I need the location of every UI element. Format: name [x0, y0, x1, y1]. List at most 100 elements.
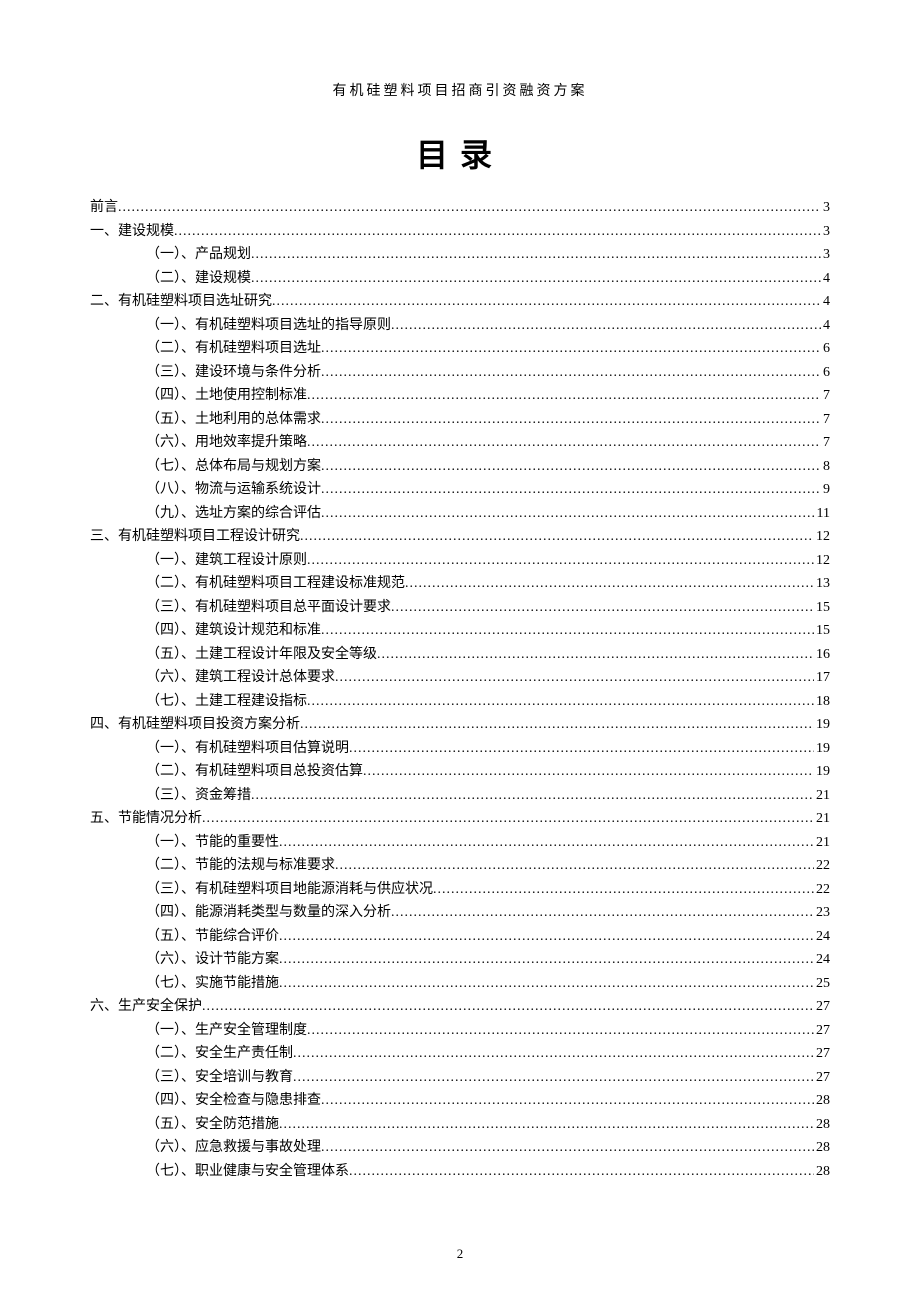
toc-entry-page: 6: [821, 342, 830, 356]
toc-leader-dots: [251, 248, 821, 262]
toc-leader-dots: [335, 671, 814, 685]
toc-entry-page: 4: [821, 272, 830, 286]
toc-entry-label: （六）、设计节能方案: [146, 953, 279, 967]
toc-entry-label: （三）、资金筹措: [146, 789, 251, 803]
toc-leader-dots: [202, 812, 814, 826]
toc-entry-label: （一）、节能的重要性: [146, 836, 279, 850]
toc-leader-dots: [307, 1024, 814, 1038]
toc-entry: （四）、土地使用控制标准7: [90, 389, 830, 403]
toc-container: 前言3一、建设规模3（一）、产品规划3（二）、建设规模4二、有机硅塑料项目选址研…: [90, 201, 830, 1179]
toc-leader-dots: [321, 342, 821, 356]
toc-entry: （七）、实施节能措施25: [90, 977, 830, 991]
toc-entry-page: 24: [814, 953, 830, 967]
toc-entry-page: 21: [814, 836, 830, 850]
toc-entry-label: （七）、土建工程建设指标: [146, 695, 307, 709]
toc-entry: （五）、节能综合评价24: [90, 930, 830, 944]
toc-entry: （七）、职业健康与安全管理体系28: [90, 1165, 830, 1179]
toc-entry: 前言3: [90, 201, 830, 215]
toc-entry-label: （九）、选址方案的综合评估: [146, 507, 321, 521]
toc-entry-label: 六、生产安全保护: [90, 1000, 202, 1014]
toc-entry: （一）、建筑工程设计原则12: [90, 554, 830, 568]
toc-entry-page: 27: [814, 1000, 830, 1014]
toc-entry-page: 6: [821, 366, 830, 380]
toc-entry: （六）、用地效率提升策略7: [90, 436, 830, 450]
toc-leader-dots: [307, 436, 821, 450]
page-header: 有机硅塑料项目招商引资融资方案: [90, 80, 830, 100]
toc-entry-page: 3: [821, 201, 830, 215]
toc-leader-dots: [405, 577, 814, 591]
toc-entry: （五）、安全防范措施28: [90, 1118, 830, 1132]
toc-entry-label: （三）、有机硅塑料项目地能源消耗与供应状况: [146, 883, 433, 897]
toc-entry: （六）、建筑工程设计总体要求17: [90, 671, 830, 685]
toc-entry: （一）、有机硅塑料项目估算说明19: [90, 742, 830, 756]
toc-entry: （六）、设计节能方案 24: [90, 953, 830, 967]
toc-leader-dots: [321, 413, 821, 427]
toc-entry-label: （二）、建设规模: [146, 272, 251, 286]
toc-entry: 三、有机硅塑料项目工程设计研究12: [90, 530, 830, 544]
toc-entry: （四）、能源消耗类型与数量的深入分析23: [90, 906, 830, 920]
toc-entry-label: （五）、土建工程设计年限及安全等级: [146, 648, 377, 662]
toc-entry: （五）、土建工程设计年限及安全等级16: [90, 648, 830, 662]
toc-entry-page: 4: [821, 295, 830, 309]
toc-entry-label: （二）、有机硅塑料项目选址: [146, 342, 321, 356]
toc-leader-dots: [202, 1000, 814, 1014]
toc-entry: 六、生产安全保护 27: [90, 1000, 830, 1014]
toc-entry-page: 22: [814, 859, 830, 873]
toc-entry-label: （一）、建筑工程设计原则: [146, 554, 307, 568]
toc-leader-dots: [391, 319, 821, 333]
toc-entry-page: 3: [821, 225, 830, 239]
toc-leader-dots: [349, 1165, 814, 1179]
toc-leader-dots: [321, 1094, 814, 1108]
toc-entry-page: 11: [815, 507, 830, 521]
toc-entry-page: 28: [814, 1118, 830, 1132]
toc-entry-page: 18: [814, 695, 830, 709]
toc-entry: （二）、有机硅塑料项目选址 6: [90, 342, 830, 356]
toc-entry-page: 13: [814, 577, 830, 591]
toc-entry: （四）、安全检查与隐患排查 28: [90, 1094, 830, 1108]
toc-entry: （六）、应急救援与事故处理 28: [90, 1141, 830, 1155]
toc-entry: （一）、节能的重要性 21: [90, 836, 830, 850]
toc-entry-label: （五）、土地利用的总体需求: [146, 413, 321, 427]
toc-entry-label: （六）、建筑工程设计总体要求: [146, 671, 335, 685]
toc-entry: （三）、有机硅塑料项目地能源消耗与供应状况 22: [90, 883, 830, 897]
toc-entry: （三）、建设环境与条件分析 6: [90, 366, 830, 380]
toc-entry-page: 21: [814, 789, 830, 803]
toc-entry: （五）、土地利用的总体需求7: [90, 413, 830, 427]
toc-entry-label: （一）、有机硅塑料项目选址的指导原则: [146, 319, 391, 333]
toc-leader-dots: [293, 1047, 814, 1061]
toc-entry: （二）、建设规模 4: [90, 272, 830, 286]
toc-entry-label: （六）、应急救援与事故处理: [146, 1141, 321, 1155]
toc-entry: 四、有机硅塑料项目投资方案分析19: [90, 718, 830, 732]
toc-entry: （四）、建筑设计规范和标准15: [90, 624, 830, 638]
toc-entry-page: 27: [814, 1071, 830, 1085]
toc-entry-page: 9: [821, 483, 830, 497]
toc-entry: （二）、安全生产责任制27: [90, 1047, 830, 1061]
toc-leader-dots: [321, 366, 821, 380]
toc-entry-page: 12: [814, 530, 830, 544]
toc-entry-label: （二）、有机硅塑料项目总投资估算: [146, 765, 363, 779]
toc-leader-dots: [307, 389, 821, 403]
toc-entry: （一）、生产安全管理制度27: [90, 1024, 830, 1038]
toc-entry-page: 28: [814, 1094, 830, 1108]
toc-entry: 五、节能情况分析21: [90, 812, 830, 826]
toc-entry-page: 27: [814, 1024, 830, 1038]
toc-entry: （三）、有机硅塑料项目总平面设计要求15: [90, 601, 830, 615]
toc-entry-label: （四）、安全检查与隐患排查: [146, 1094, 321, 1108]
toc-entry: （二）、节能的法规与标准要求22: [90, 859, 830, 873]
toc-entry-page: 28: [814, 1141, 830, 1155]
toc-leader-dots: [321, 460, 821, 474]
toc-entry-page: 24: [814, 930, 830, 944]
toc-entry: （三）、资金筹措 21: [90, 789, 830, 803]
toc-entry-page: 4: [821, 319, 830, 333]
toc-entry-label: （七）、实施节能措施: [146, 977, 279, 991]
toc-entry: （一）、产品规划3: [90, 248, 830, 262]
toc-entry-page: 22: [814, 883, 830, 897]
toc-leader-dots: [321, 507, 815, 521]
toc-entry-page: 15: [814, 601, 830, 615]
toc-entry-label: （四）、土地使用控制标准: [146, 389, 307, 403]
toc-entry-page: 19: [814, 765, 830, 779]
toc-leader-dots: [293, 1071, 814, 1085]
toc-entry-page: 3: [821, 248, 830, 262]
toc-entry-label: （三）、建设环境与条件分析: [146, 366, 321, 380]
toc-leader-dots: [321, 483, 821, 497]
